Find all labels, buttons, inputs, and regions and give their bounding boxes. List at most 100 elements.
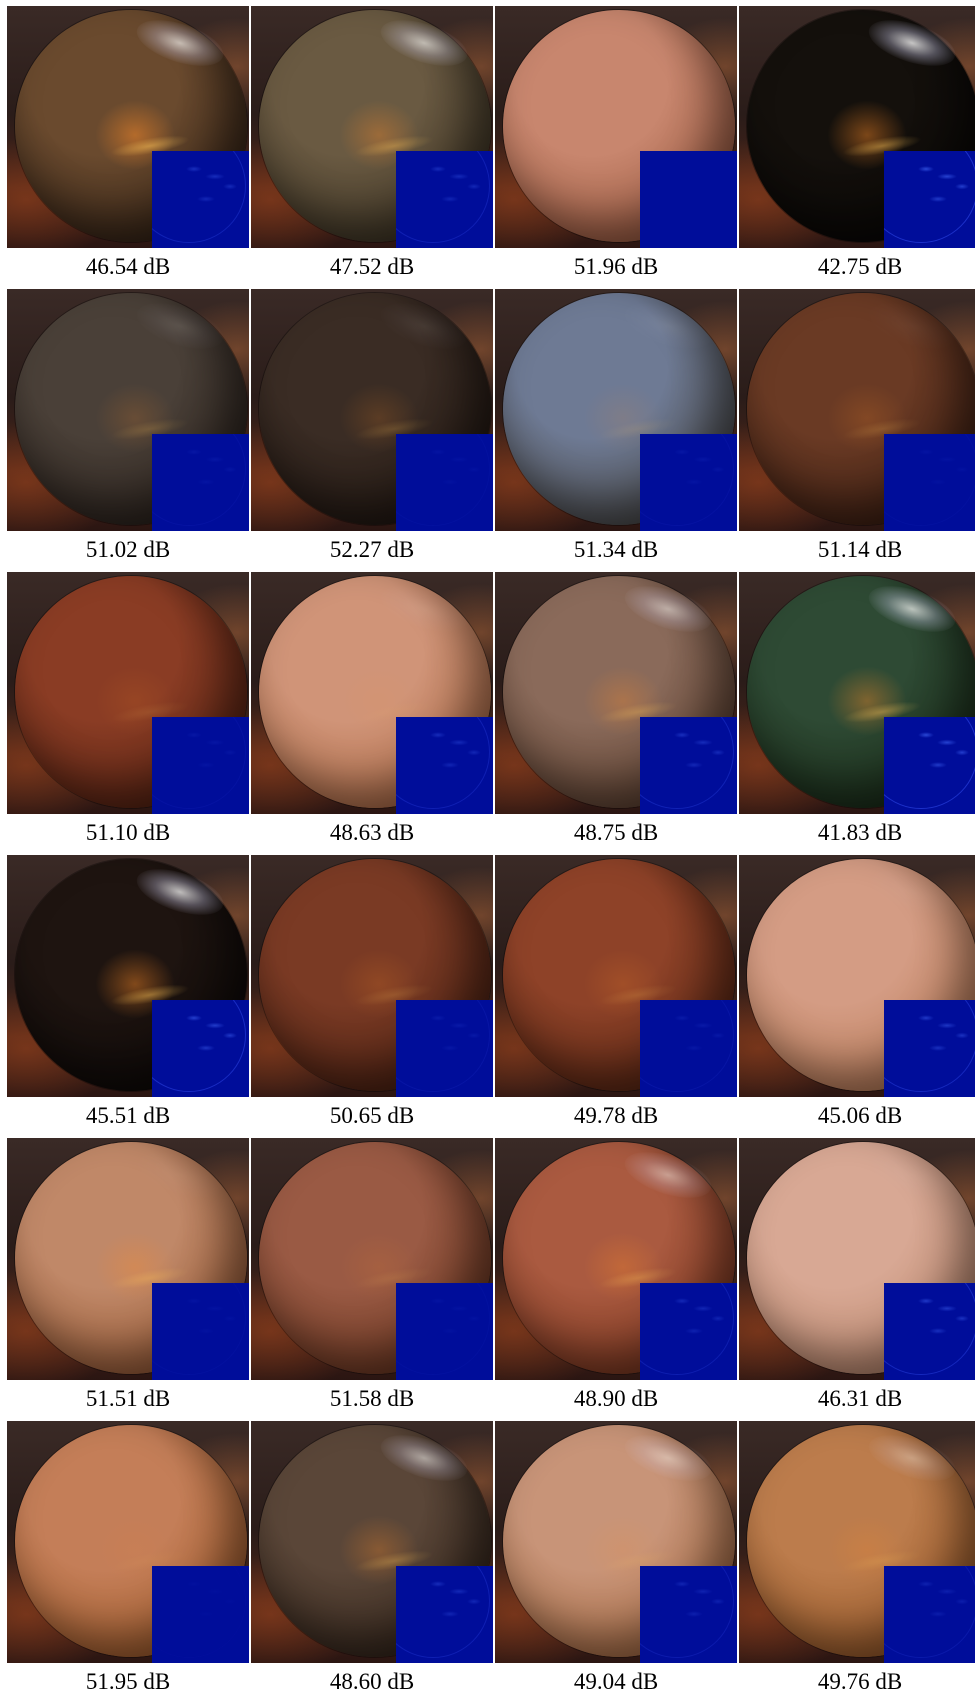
figure-cell: 46.54 dB — [7, 6, 249, 289]
error-spots — [914, 725, 974, 775]
error-spots — [182, 725, 242, 775]
psnr-caption: 52.27 dB — [329, 537, 415, 562]
error-map-inset — [396, 1283, 493, 1380]
error-map-inset — [640, 1566, 737, 1663]
psnr-caption: 51.95 dB — [85, 1669, 171, 1694]
sphere-render — [7, 6, 249, 248]
sphere-render — [7, 1138, 249, 1380]
specular-highlight — [619, 1143, 717, 1207]
sphere-render — [739, 289, 975, 531]
sphere-render — [495, 1138, 737, 1380]
error-map-inset — [152, 1566, 249, 1663]
psnr-caption: 49.04 dB — [573, 1669, 659, 1694]
figure-cell: 51.14 dB — [739, 289, 975, 572]
sphere-render — [739, 1138, 975, 1380]
material-sphere — [15, 10, 247, 242]
figure-cell: 48.90 dB — [495, 1138, 737, 1421]
error-spots — [914, 1574, 974, 1624]
figure-cell: 46.31 dB — [739, 1138, 975, 1421]
sphere-render — [251, 6, 493, 248]
material-sphere — [747, 10, 975, 242]
figure-cell: 49.76 dB — [739, 1421, 975, 1704]
figure-cell: 51.34 dB — [495, 289, 737, 572]
sphere-render — [495, 1421, 737, 1663]
figure-cell: 48.60 dB — [251, 1421, 493, 1704]
figure-cell: 45.51 dB — [7, 855, 249, 1138]
error-spots — [670, 1574, 730, 1624]
figure-cell: 42.75 dB — [739, 6, 975, 289]
sphere-render — [7, 289, 249, 531]
error-map-inset — [152, 717, 249, 814]
psnr-caption: 45.51 dB — [85, 1103, 171, 1128]
error-spots — [182, 1008, 242, 1058]
specular-highlight — [863, 860, 961, 924]
error-spots — [426, 159, 486, 209]
psnr-caption: 49.76 dB — [817, 1669, 903, 1694]
psnr-caption: 48.90 dB — [573, 1386, 659, 1411]
error-spots — [670, 1008, 730, 1058]
error-spots — [670, 725, 730, 775]
sphere-render — [251, 572, 493, 814]
psnr-caption: 51.14 dB — [817, 537, 903, 562]
figure-cell: 50.65 dB — [251, 855, 493, 1138]
error-map-inset — [884, 1283, 975, 1380]
specular-highlight — [863, 577, 961, 641]
psnr-caption: 50.65 dB — [329, 1103, 415, 1128]
error-spots — [426, 1291, 486, 1341]
psnr-caption: 48.60 dB — [329, 1669, 415, 1694]
error-map-inset — [152, 151, 249, 248]
error-spots — [914, 442, 974, 492]
error-spots — [670, 442, 730, 492]
error-spots — [426, 442, 486, 492]
psnr-caption: 51.02 dB — [85, 537, 171, 562]
error-map-inset — [884, 434, 975, 531]
error-spots — [426, 725, 486, 775]
psnr-caption: 48.63 dB — [329, 820, 415, 845]
sphere-render — [251, 1138, 493, 1380]
specular-highlight — [375, 294, 473, 358]
material-comparison-grid: 46.54 dB 47.52 dB 51.96 dB 42.75 dB 51.02 dB… — [7, 6, 975, 1704]
figure-cell: 51.95 dB — [7, 1421, 249, 1704]
sphere-render — [495, 855, 737, 1097]
sphere-render — [251, 289, 493, 531]
sphere-render — [739, 855, 975, 1097]
error-map-inset — [396, 717, 493, 814]
specular-highlight — [619, 1426, 717, 1490]
error-spots — [914, 159, 974, 209]
specular-highlight — [375, 577, 473, 641]
figure-cell: 51.58 dB — [251, 1138, 493, 1421]
error-map-inset — [152, 434, 249, 531]
sphere-render — [495, 289, 737, 531]
psnr-caption: 46.31 dB — [817, 1386, 903, 1411]
sphere-render — [739, 1421, 975, 1663]
error-map-inset — [152, 1283, 249, 1380]
error-map-inset — [640, 1000, 737, 1097]
error-map-inset — [152, 1000, 249, 1097]
error-spots — [426, 1574, 486, 1624]
psnr-caption: 51.34 dB — [573, 537, 659, 562]
error-map-inset — [396, 151, 493, 248]
sphere-render — [251, 1421, 493, 1663]
specular-highlight — [863, 294, 961, 358]
psnr-caption: 49.78 dB — [573, 1103, 659, 1128]
psnr-caption: 47.52 dB — [329, 254, 415, 279]
error-spots — [182, 1574, 242, 1624]
specular-highlight — [375, 1426, 473, 1490]
psnr-caption: 46.54 dB — [85, 254, 171, 279]
specular-highlight — [619, 294, 717, 358]
error-spots — [426, 1008, 486, 1058]
specular-highlight — [131, 860, 229, 924]
specular-highlight — [131, 294, 229, 358]
figure-cell: 48.63 dB — [251, 572, 493, 855]
error-map-inset — [884, 1000, 975, 1097]
error-map-inset — [640, 717, 737, 814]
sphere-render — [739, 6, 975, 248]
psnr-caption: 45.06 dB — [817, 1103, 903, 1128]
sphere-render — [739, 572, 975, 814]
psnr-caption: 51.58 dB — [329, 1386, 415, 1411]
figure-cell: 52.27 dB — [251, 289, 493, 572]
psnr-caption: 48.75 dB — [573, 820, 659, 845]
error-spots — [914, 1008, 974, 1058]
figure-cell: 45.06 dB — [739, 855, 975, 1138]
error-spots — [182, 442, 242, 492]
